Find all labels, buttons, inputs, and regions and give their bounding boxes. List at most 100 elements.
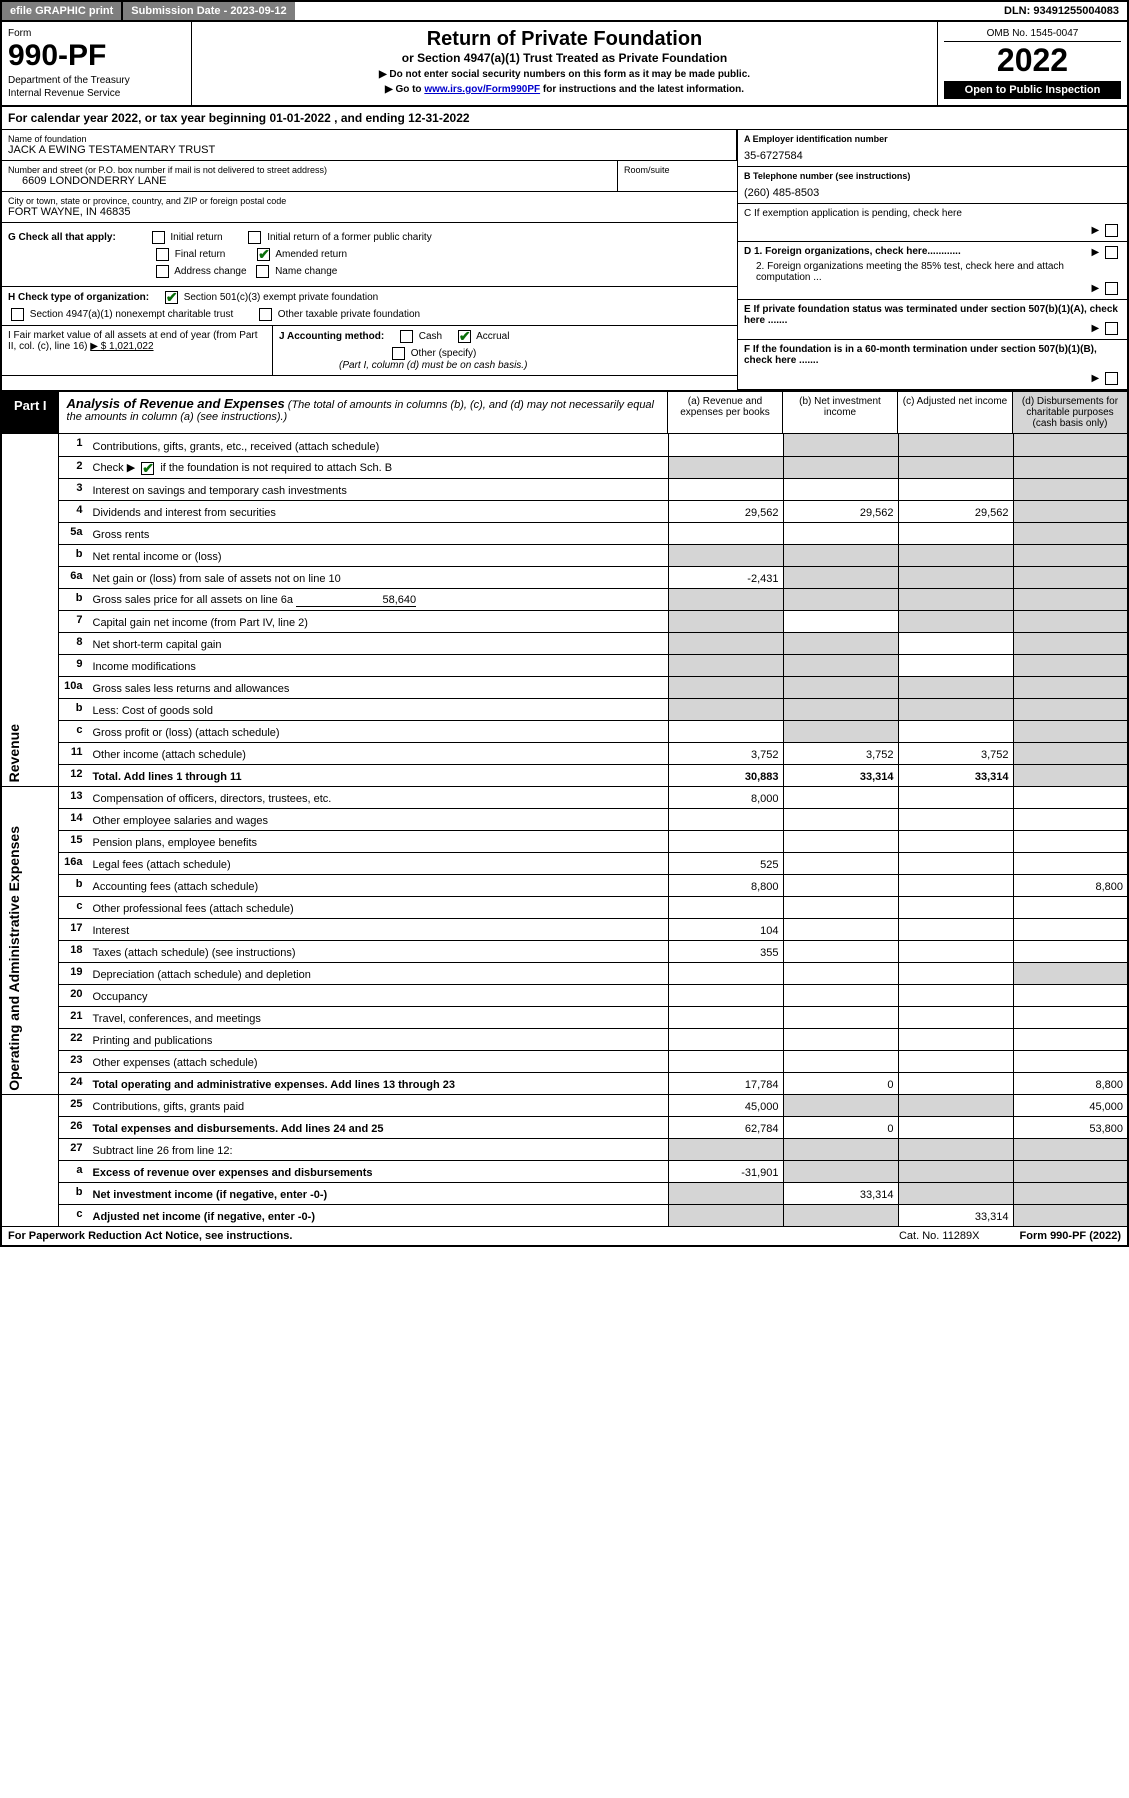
form-note-1: ▶ Do not enter social security numbers o… [212,69,917,80]
i-value: ▶ $ 1,021,022 [90,341,153,352]
info-right: A Employer identification number 35-6727… [737,130,1127,390]
r21-desc: Travel, conferences, and meetings [89,1006,669,1028]
row-16a: 16aLegal fees (attach schedule)525 [1,852,1128,874]
row-10c: cGross profit or (loss) (attach schedule… [1,720,1128,742]
r2-num: 2 [59,456,89,478]
4947-checkbox[interactable] [11,308,24,321]
j-label: J Accounting method: [279,331,384,342]
other-taxable-checkbox[interactable] [259,308,272,321]
r6a-desc: Net gain or (loss) from sale of assets n… [89,566,669,588]
col-d-header: (d) Disbursements for charitable purpose… [1012,392,1127,433]
r12-c: 33,314 [898,764,1013,786]
g-initial-former-label: Initial return of a former public charit… [267,232,432,243]
ein-cell: A Employer identification number 35-6727… [738,130,1127,167]
r20-desc: Occupancy [89,984,669,1006]
r10c-desc: Gross profit or (loss) (attach schedule) [89,720,669,742]
r4-c: 29,562 [898,500,1013,522]
header-center: Return of Private Foundation or Section … [192,22,937,105]
part1-label: Part I [2,392,59,433]
col-a-header: (a) Revenue and expenses per books [667,392,782,433]
r26-num: 26 [59,1116,89,1138]
g-addr-label: Address change [174,266,246,277]
r12-desc: Total. Add lines 1 through 11 [89,764,669,786]
r6b-inline: 58,640 [296,594,416,607]
r22-num: 22 [59,1028,89,1050]
col-c-header: (c) Adjusted net income [897,392,1012,433]
cat-no: Cat. No. 11289X [899,1230,980,1242]
f-checkbox[interactable] [1105,372,1118,385]
r27b-b: 33,314 [783,1182,898,1204]
form-label: Form [8,28,185,39]
r27a-a: -31,901 [668,1160,783,1182]
r10a-desc: Gross sales less returns and allowances [89,676,669,698]
r11-a: 3,752 [668,742,783,764]
submission-date: Submission Date - 2023-09-12 [123,2,294,20]
c-label: C If exemption application is pending, c… [744,208,962,219]
r16c-num: c [59,896,89,918]
initial-former-checkbox[interactable] [248,231,261,244]
row-10a: 10aGross sales less returns and allowanc… [1,676,1128,698]
part1-header: Part I Analysis of Revenue and Expenses … [0,390,1129,434]
address-change-checkbox[interactable] [156,265,169,278]
r26-b: 0 [783,1116,898,1138]
r10c-num: c [59,720,89,742]
row-3: 3Interest on savings and temporary cash … [1,478,1128,500]
efile-print-button[interactable]: efile GRAPHIC print [2,2,123,20]
row-9: 9Income modifications [1,654,1128,676]
r17-desc: Interest [89,918,669,940]
schb-checkbox[interactable] [141,462,154,475]
r5b-num: b [59,544,89,566]
d1-checkbox[interactable] [1105,246,1118,259]
e-checkbox[interactable] [1105,322,1118,335]
initial-return-checkbox[interactable] [152,231,165,244]
g-amended-label: Amended return [275,249,347,260]
d2-checkbox[interactable] [1105,282,1118,295]
row-15: 15Pension plans, employee benefits [1,830,1128,852]
other-method-checkbox[interactable] [392,347,405,360]
accrual-checkbox[interactable] [458,330,471,343]
r16c-desc: Other professional fees (attach schedule… [89,896,669,918]
501c3-checkbox[interactable] [165,291,178,304]
c-checkbox[interactable] [1105,224,1118,237]
room-label: Room/suite [624,165,731,175]
r24-a: 17,784 [668,1072,783,1094]
r24-b: 0 [783,1072,898,1094]
row-26: 26Total expenses and disbursements. Add … [1,1116,1128,1138]
part1-desc: Analysis of Revenue and Expenses (The to… [59,392,667,433]
name-change-checkbox[interactable] [256,265,269,278]
g-initial-label: Initial return [170,232,222,243]
r4-b: 29,562 [783,500,898,522]
row-14: 14Other employee salaries and wages [1,808,1128,830]
r27-num: 27 [59,1138,89,1160]
row-18: 18Taxes (attach schedule) (see instructi… [1,940,1128,962]
r13-a: 8,000 [668,786,783,808]
r9-num: 9 [59,654,89,676]
final-return-checkbox[interactable] [156,248,169,261]
r3-num: 3 [59,478,89,500]
g-label: G Check all that apply: [8,232,116,243]
f-label: F If the foundation is in a 60-month ter… [744,344,1097,366]
row-27: 27Subtract line 26 from line 12: [1,1138,1128,1160]
row-1: Revenue 1 Contributions, gifts, grants, … [1,434,1128,456]
r18-num: 18 [59,940,89,962]
form990pf-link[interactable]: www.irs.gov/Form990PF [424,84,540,95]
r27a-desc: Excess of revenue over expenses and disb… [89,1160,669,1182]
note2-pre: ▶ Go to [385,84,424,95]
part1-table: Revenue 1 Contributions, gifts, grants, … [0,434,1129,1227]
r2-desc: Check ▶ if the foundation is not require… [89,456,669,478]
r11-num: 11 [59,742,89,764]
cash-checkbox[interactable] [400,330,413,343]
foundation-name: JACK A EWING TESTAMENTARY TRUST [8,144,730,156]
h-label: H Check type of organization: [8,292,149,303]
r8-desc: Net short-term capital gain [89,632,669,654]
amended-return-checkbox[interactable] [257,248,270,261]
form-subtitle: or Section 4947(a)(1) Trust Treated as P… [212,51,917,65]
r7-desc: Capital gain net income (from Part IV, l… [89,610,669,632]
tel-value: (260) 485-8503 [744,187,1121,199]
r25-num: 25 [59,1094,89,1116]
r15-num: 15 [59,830,89,852]
r17-a: 104 [668,918,783,940]
g-final-label: Final return [175,249,226,260]
row-8: 8Net short-term capital gain [1,632,1128,654]
tel-cell: B Telephone number (see instructions) (2… [738,167,1127,204]
